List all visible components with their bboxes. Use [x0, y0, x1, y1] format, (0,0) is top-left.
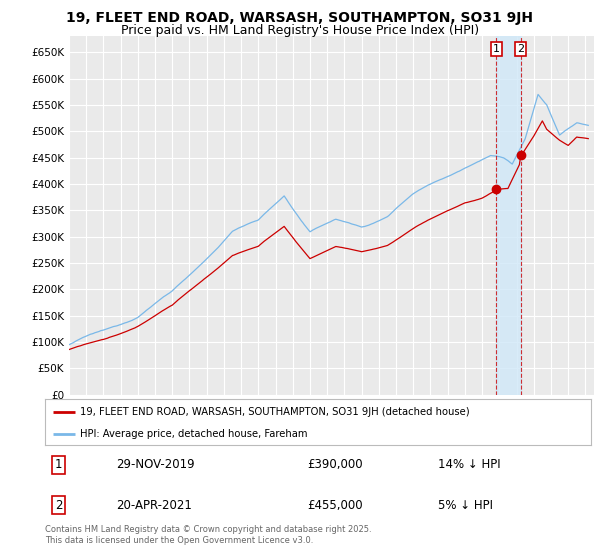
Text: Price paid vs. HM Land Registry's House Price Index (HPI): Price paid vs. HM Land Registry's House … — [121, 24, 479, 36]
Text: 29-NOV-2019: 29-NOV-2019 — [116, 459, 194, 472]
Text: 19, FLEET END ROAD, WARSASH, SOUTHAMPTON, SO31 9JH: 19, FLEET END ROAD, WARSASH, SOUTHAMPTON… — [67, 11, 533, 25]
Text: 14% ↓ HPI: 14% ↓ HPI — [438, 459, 501, 472]
Text: Contains HM Land Registry data © Crown copyright and database right 2025.
This d: Contains HM Land Registry data © Crown c… — [45, 525, 371, 545]
Bar — [496, 36, 521, 395]
Text: HPI: Average price, detached house, Fareham: HPI: Average price, detached house, Fare… — [80, 428, 308, 438]
Text: £390,000: £390,000 — [307, 459, 363, 472]
Text: 5% ↓ HPI: 5% ↓ HPI — [438, 498, 493, 511]
Text: 2: 2 — [55, 498, 62, 511]
Text: 1: 1 — [493, 44, 500, 54]
Text: 19, FLEET END ROAD, WARSASH, SOUTHAMPTON, SO31 9JH (detached house): 19, FLEET END ROAD, WARSASH, SOUTHAMPTON… — [80, 407, 470, 417]
Text: 1: 1 — [55, 459, 62, 472]
Text: 20-APR-2021: 20-APR-2021 — [116, 498, 192, 511]
Text: £455,000: £455,000 — [307, 498, 363, 511]
Text: 2: 2 — [517, 44, 524, 54]
